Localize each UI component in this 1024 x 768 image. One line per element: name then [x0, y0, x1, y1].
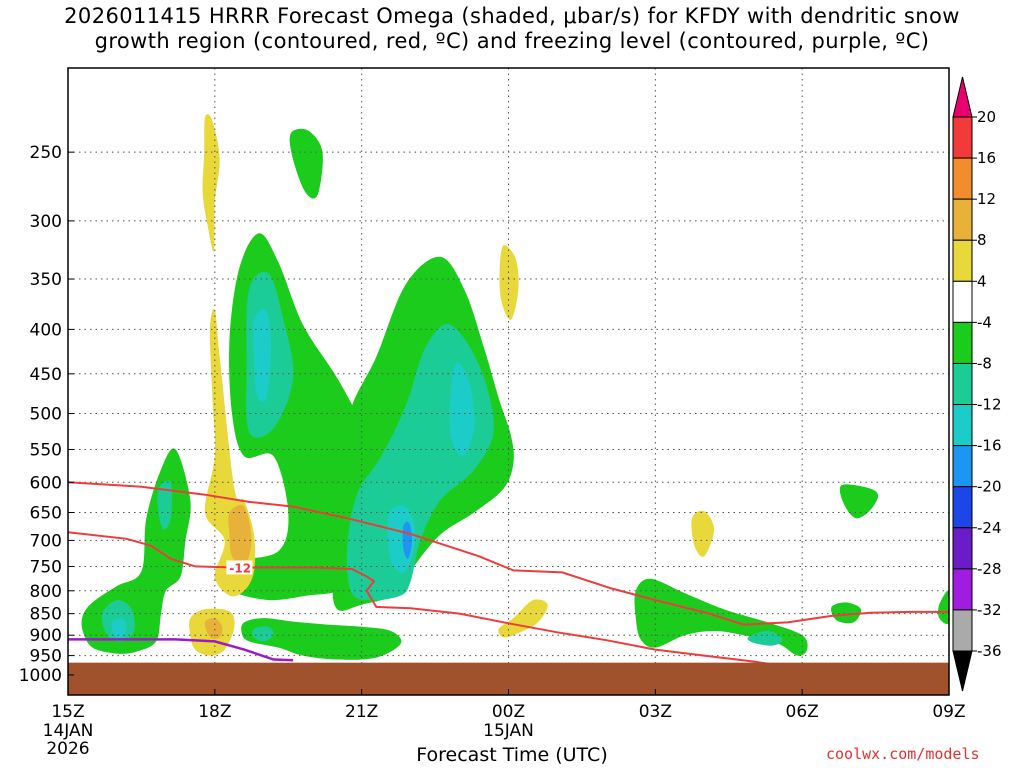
- y-tick-label: 950: [30, 647, 62, 667]
- y-tick-label: 400: [30, 320, 62, 340]
- colorbar-segment: [952, 239, 973, 282]
- y-tick-label: 350: [30, 270, 62, 290]
- dgz-lower-isotherm: [68, 531, 798, 670]
- colorbar-segment: [952, 445, 973, 488]
- omega-region-teal: [157, 480, 173, 530]
- contour-label-bg: [226, 560, 253, 575]
- colorbar-tick-label: 16: [977, 149, 996, 167]
- omega-region-yellow: [499, 245, 519, 320]
- contours: [68, 481, 949, 670]
- y-axis-labels: 2503003504004505005506006507007508008509…: [19, 143, 74, 686]
- colorbar-tick-label: 8: [977, 231, 987, 249]
- colorbar-tick-label: -28: [977, 560, 1002, 578]
- colorbar-tick-label: -8: [977, 354, 992, 372]
- x-tick-label: 18Z: [198, 702, 231, 722]
- omega-region-cyan: [111, 617, 127, 638]
- omega-region-teal: [747, 630, 783, 646]
- omega-region-cyan: [252, 308, 272, 403]
- colorbar-tick-label: 12: [977, 190, 996, 208]
- colorbar-segment: [952, 157, 973, 200]
- colorbar-segment: [952, 321, 973, 364]
- omega-region-blue: [402, 521, 413, 559]
- colorbar-tick-label: 4: [977, 272, 987, 290]
- x-date-label: 15JAN: [483, 721, 534, 741]
- dgz-upper-isotherm: [68, 481, 949, 626]
- x-tick-label: 15Z: [51, 702, 84, 722]
- omega-region-teal: [252, 626, 274, 642]
- colorbar-segment: [952, 609, 973, 652]
- title-line-1: 2026011415 HRRR Forecast Omega (shaded, …: [64, 4, 960, 28]
- x-tick-label: 03Z: [639, 702, 672, 722]
- omega-region-yellow: [202, 114, 220, 252]
- y-tick-label: 250: [30, 143, 62, 163]
- omega-region-gold: [228, 504, 252, 567]
- y-tick-label: 550: [30, 440, 62, 460]
- freezing-level-line: [68, 638, 294, 662]
- y-tick-label: 700: [30, 531, 62, 551]
- colorbar-segment: [952, 527, 973, 570]
- colorbar-tick-label: -36: [977, 642, 1002, 660]
- colorbar-tick-label: 20: [977, 108, 996, 126]
- colorbar-segment: [952, 280, 973, 323]
- x-tick-label: 21Z: [345, 702, 378, 722]
- colorbar-segment: [952, 362, 973, 406]
- colorbar-segment: [952, 116, 973, 159]
- colorbar-segment: [952, 404, 973, 447]
- colorbar-tick-label: -24: [977, 519, 1002, 537]
- colorbar-top-arrow: [952, 76, 973, 118]
- omega-region-green: [938, 590, 949, 625]
- omega-region-gold: [204, 617, 223, 639]
- colorbar: 20 16 12 8 4 -4 -8 -12 -16 -20 -24 -28 -32 -36: [952, 76, 1002, 692]
- y-tick-label: 500: [30, 405, 62, 425]
- x-tick-label: 00Z: [492, 702, 525, 722]
- colorbar-tick-label: -4: [977, 313, 992, 331]
- omega-region-green: [839, 484, 879, 519]
- omega-region-green: [289, 128, 323, 199]
- y-tick-label: 900: [30, 626, 62, 646]
- colorbar-bottom-arrow: [952, 650, 973, 692]
- contour-label: -12: [229, 561, 251, 575]
- credit-link[interactable]: coolwx.com/models: [826, 745, 980, 763]
- y-tick-label: 850: [30, 605, 62, 625]
- chart-title: 2026011415 HRRR Forecast Omega (shaded, …: [0, 4, 1024, 54]
- colorbar-segment: [952, 486, 973, 529]
- colorbar-segment: [952, 568, 973, 611]
- omega-region-yellow: [691, 510, 715, 557]
- colorbar-tick-label: -12: [977, 396, 1002, 414]
- colorbar-tick-label: -16: [977, 437, 1002, 455]
- y-tick-label: 650: [30, 503, 62, 523]
- omega-shading: [81, 114, 949, 660]
- title-line-2: growth region (contoured, red, ºC) and f…: [94, 29, 930, 53]
- omega-region-cyan: [449, 363, 475, 457]
- x-tick-label: 09Z: [932, 702, 965, 722]
- colorbar-tick-label: -32: [977, 601, 1002, 619]
- y-tick-label: 600: [30, 473, 62, 493]
- y-tick-label: 450: [30, 365, 62, 385]
- omega-region-green: [831, 602, 862, 624]
- y-tick-label: 800: [30, 582, 62, 602]
- omega-region-green: [241, 618, 402, 660]
- x-tick-label: 06Z: [786, 702, 819, 722]
- x-date-label: 2026: [46, 739, 89, 759]
- colorbar-tick-label: -20: [977, 478, 1002, 496]
- x-date-label: 14JAN: [43, 721, 94, 741]
- colorbar-segment: [952, 198, 973, 241]
- y-tick-label: 1000: [19, 666, 62, 686]
- y-tick-label: 750: [30, 557, 62, 577]
- y-tick-label: 300: [30, 212, 62, 232]
- omega-region-yellow: [498, 599, 548, 638]
- x-axis-title: Forecast Time (UTC): [416, 744, 608, 766]
